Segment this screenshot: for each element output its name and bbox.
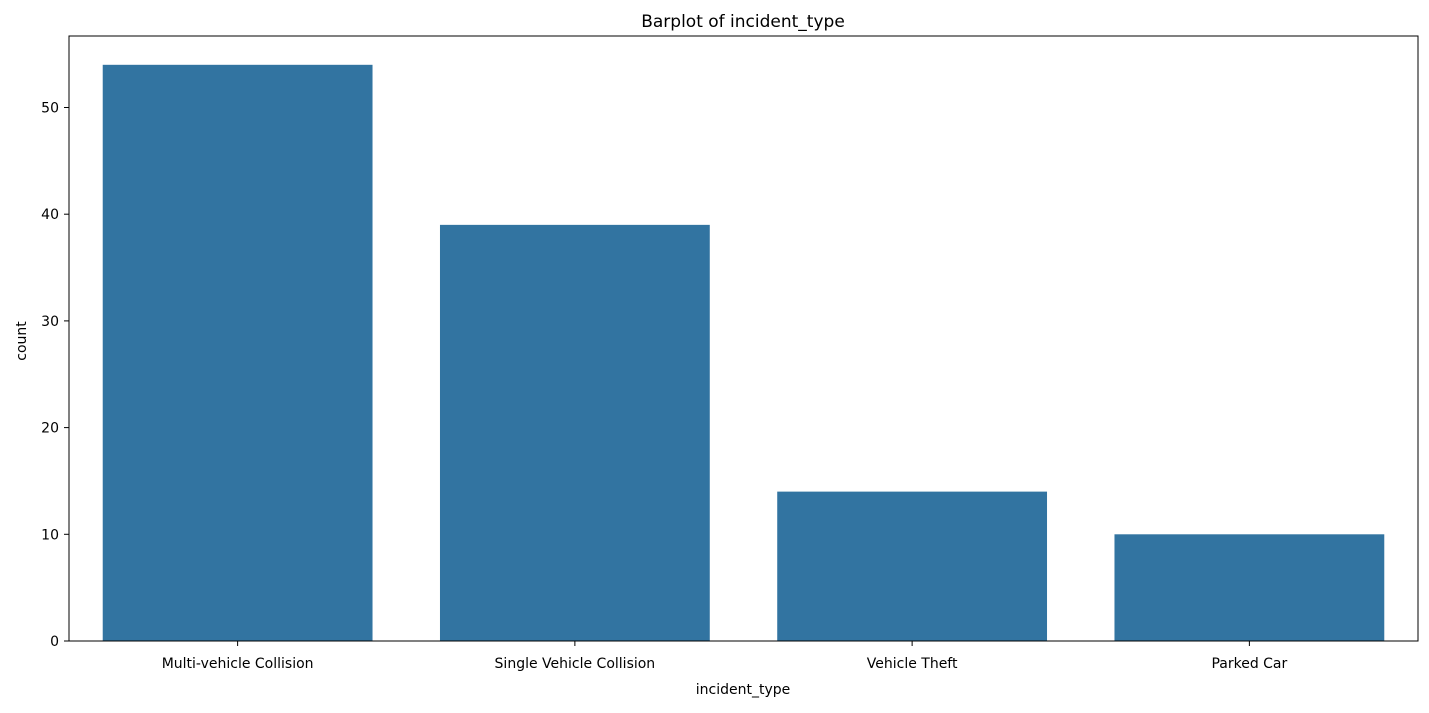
y-tick-label: 10 xyxy=(41,527,59,543)
bar-single-vehicle-collision xyxy=(439,224,710,641)
bar-parked-car xyxy=(1114,534,1385,641)
x-tick-label: Single Vehicle Collision xyxy=(495,656,656,672)
y-tick-label: 50 xyxy=(41,100,59,116)
y-tick-label: 30 xyxy=(41,314,59,330)
x-tick-label: Multi-vehicle Collision xyxy=(162,656,314,672)
y-axis-title: count xyxy=(14,321,30,361)
x-axis-title: incident_type xyxy=(696,682,791,698)
y-axis: 0 10 20 30 40 50 xyxy=(41,100,69,650)
y-tick-label: 20 xyxy=(41,421,59,437)
y-tick-label: 0 xyxy=(50,634,59,650)
bars-group xyxy=(102,64,1385,642)
x-tick-label: Parked Car xyxy=(1211,656,1287,672)
bar-vehicle-theft xyxy=(777,491,1048,641)
x-axis: Multi-vehicle Collision Single Vehicle Co… xyxy=(162,641,1288,672)
plot-frame xyxy=(68,35,1419,642)
chart-title: Barplot of incident_type xyxy=(641,12,845,32)
bar-multi-vehicle-collision xyxy=(102,64,373,642)
x-tick-label: Vehicle Theft xyxy=(867,656,958,672)
y-tick-label: 40 xyxy=(41,207,59,223)
